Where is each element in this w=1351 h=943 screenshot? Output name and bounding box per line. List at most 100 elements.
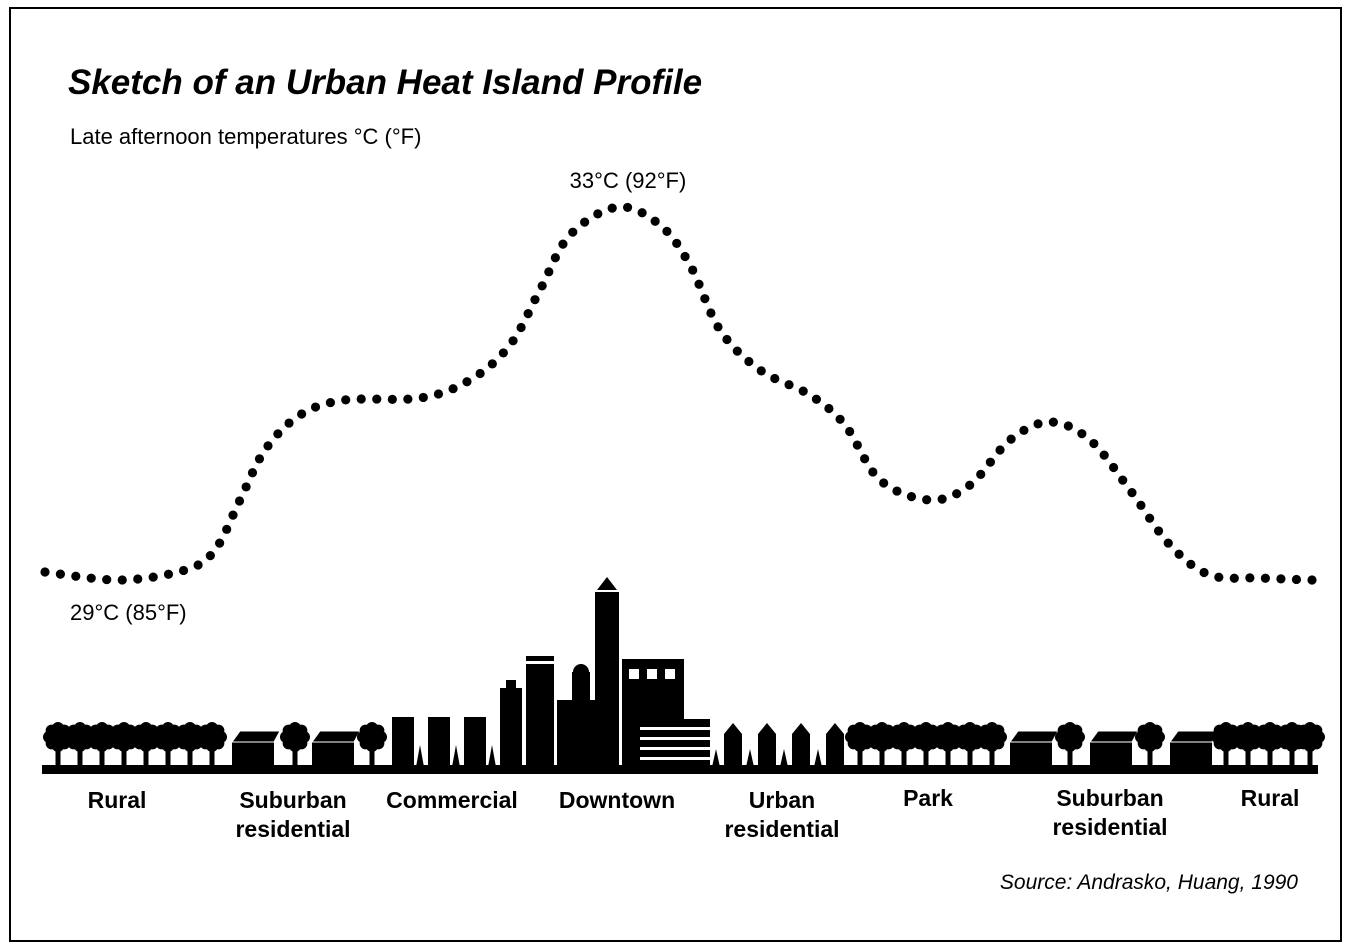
zone-label: Park bbox=[903, 785, 953, 811]
curve-dot bbox=[193, 560, 202, 569]
curve-dot bbox=[179, 566, 188, 575]
curve-dot bbox=[662, 227, 671, 236]
curve-dot bbox=[530, 295, 539, 304]
curve-dot bbox=[102, 575, 111, 584]
row-house bbox=[826, 734, 844, 767]
curve-dot bbox=[248, 468, 257, 477]
zone-label-line: residential bbox=[724, 816, 839, 842]
window bbox=[665, 669, 675, 679]
zone-label: Downtown bbox=[559, 787, 675, 813]
zone-label-line: Park bbox=[903, 785, 953, 811]
curve-dot bbox=[608, 204, 617, 213]
tree-trunk bbox=[188, 745, 193, 767]
curve-dot bbox=[688, 265, 697, 274]
tree-trunk bbox=[122, 745, 127, 767]
curve-dot bbox=[1007, 435, 1016, 444]
curve-dot bbox=[558, 240, 567, 249]
curve-dot bbox=[544, 267, 553, 276]
house-roof bbox=[312, 731, 360, 742]
curve-dot bbox=[357, 394, 366, 403]
curve-dot bbox=[952, 489, 961, 498]
curve-dot bbox=[71, 572, 80, 581]
tree-trunk bbox=[1148, 745, 1153, 767]
curve-dot bbox=[206, 551, 215, 560]
house bbox=[1170, 742, 1212, 767]
house bbox=[232, 742, 274, 767]
zone-label-line: Urban bbox=[749, 787, 815, 813]
tree-trunk bbox=[293, 745, 298, 767]
zone-label-line: Commercial bbox=[386, 787, 518, 813]
tower bbox=[500, 688, 522, 767]
tree-crown bbox=[1060, 727, 1080, 747]
row-house bbox=[792, 734, 810, 767]
zone-label: Rural bbox=[1241, 785, 1300, 811]
tree-crown bbox=[285, 727, 305, 747]
curve-dot bbox=[1276, 574, 1285, 583]
curve-dot bbox=[770, 374, 779, 383]
tree-trunk bbox=[100, 745, 105, 767]
curve-dot bbox=[1118, 476, 1127, 485]
window bbox=[629, 669, 639, 679]
curve-dot bbox=[215, 539, 224, 548]
curve-dot bbox=[388, 395, 397, 404]
curve-dot bbox=[1019, 426, 1028, 435]
curve-dot bbox=[448, 384, 457, 393]
curve-dot bbox=[623, 203, 632, 212]
curve-dot bbox=[524, 309, 533, 318]
curve-dot bbox=[403, 395, 412, 404]
zone-label-line: residential bbox=[1052, 814, 1167, 840]
source: Source: Andrasko, Huang, 1990 bbox=[1000, 871, 1298, 894]
zone-label-line: Rural bbox=[88, 787, 147, 813]
tree-crown bbox=[362, 727, 382, 747]
curve-dot bbox=[976, 470, 985, 479]
curve-dot bbox=[1089, 439, 1098, 448]
curve-dot bbox=[986, 458, 995, 467]
curve-dot bbox=[1164, 538, 1173, 547]
curve-dot bbox=[1292, 575, 1301, 584]
curve-dot bbox=[853, 440, 862, 449]
tree-trunk bbox=[924, 745, 929, 767]
spire-tower bbox=[595, 592, 619, 767]
curve-dot bbox=[1077, 429, 1086, 438]
curve-dot bbox=[538, 281, 547, 290]
curve-dot bbox=[965, 481, 974, 490]
peak-annotation: 33°C (92°F) bbox=[570, 168, 687, 193]
zone-label-line: Rural bbox=[1241, 785, 1300, 811]
curve-dot bbox=[1127, 488, 1136, 497]
curve-dot bbox=[694, 280, 703, 289]
curve-dot bbox=[419, 393, 428, 402]
curve-dot bbox=[1174, 550, 1183, 559]
curve-dot bbox=[235, 496, 244, 505]
commercial-building bbox=[392, 717, 414, 767]
curve-dot bbox=[476, 369, 485, 378]
curve-dot bbox=[133, 574, 142, 583]
curve-dot bbox=[1145, 514, 1154, 523]
curve-dot bbox=[593, 209, 602, 218]
curve-dot bbox=[638, 208, 647, 217]
curve-dot bbox=[516, 323, 525, 332]
curve-dot bbox=[892, 486, 901, 495]
curve-dot bbox=[255, 454, 264, 463]
curve-dot bbox=[1136, 501, 1145, 510]
zone-label-line: Suburban bbox=[239, 787, 346, 813]
curve-dot bbox=[835, 415, 844, 424]
curve-dot bbox=[680, 252, 689, 261]
curve-dot bbox=[713, 322, 722, 331]
curve-dot bbox=[372, 394, 381, 403]
curve-dot bbox=[1307, 575, 1316, 584]
curve-dot bbox=[879, 478, 888, 487]
tree-trunk bbox=[1308, 745, 1313, 767]
tree-trunk bbox=[902, 745, 907, 767]
tree-trunk bbox=[1224, 745, 1229, 767]
zone-label: Commercial bbox=[386, 787, 518, 813]
curve-dot bbox=[1033, 419, 1042, 428]
curve-dot bbox=[1261, 574, 1270, 583]
curve-dot bbox=[580, 218, 589, 227]
curve-dot bbox=[488, 359, 497, 368]
curve-dot bbox=[273, 429, 282, 438]
curve-dot bbox=[757, 366, 766, 375]
house-roof bbox=[232, 731, 280, 742]
title: Sketch of an Urban Heat Island Profile bbox=[68, 63, 702, 102]
house bbox=[312, 742, 354, 767]
stripe bbox=[640, 737, 710, 740]
